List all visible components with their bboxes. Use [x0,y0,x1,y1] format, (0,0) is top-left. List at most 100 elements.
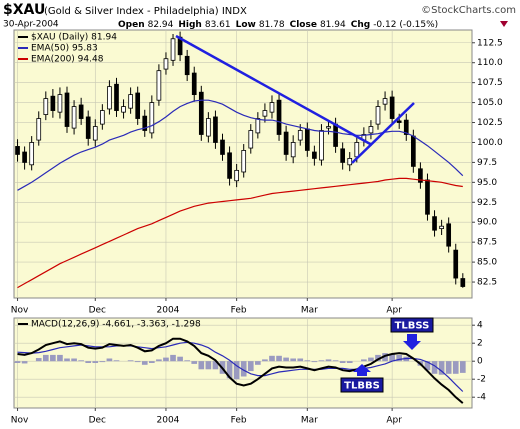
x-tick-label: Apr [386,416,402,426]
candle-body [248,130,254,149]
candle-body [191,72,197,96]
candle-body [347,158,353,166]
histogram-bar [57,354,63,362]
candle-body [50,95,56,111]
histogram-bar [311,361,318,363]
histogram-bar [226,361,233,379]
candle-body [446,223,452,247]
histogram-bar [318,360,325,362]
quote-label: Chg [351,20,370,30]
histogram-bar [269,355,275,362]
histogram-bar [431,361,438,374]
quote-label: Open [118,20,145,30]
candle-body [184,55,190,76]
candle-body [326,126,331,129]
legend-label: EMA(200) 94.48 [31,55,104,65]
annotation-arrow [403,334,421,350]
symbol: $XAU [3,2,45,18]
x-tick-label: Dec [89,416,106,426]
trendline [175,34,373,147]
histogram-bar [64,358,70,362]
candle-body [354,142,360,158]
histogram-bar [424,361,431,371]
histogram-bar [14,361,21,363]
price-panel: 82.5 85.0 87.5 90.0 92.5 95.0 97.5 100.0 102.5 10… [11,29,503,316]
histogram-bar [290,358,297,362]
candle-body [227,152,232,179]
candle-body [262,110,268,117]
histogram-bar [240,361,247,377]
histogram-bar [177,356,183,362]
histogram-bar [368,357,374,362]
candle-body [340,148,346,163]
candle-body [283,131,289,155]
y-tick-label: 90.0 [477,218,497,228]
annotation-label: TLBBS [344,381,380,392]
histogram-bar [375,354,381,362]
candle-body [333,123,338,147]
histogram-bar [198,361,205,370]
chart-title: MACD(12,26,9) -4.661, -3.363, -1.298 [31,320,201,330]
candle-body [149,102,155,134]
x-tick-label: Feb [231,416,247,426]
candle-body [439,225,444,230]
candle-body [128,94,133,109]
histogram-bar [156,359,162,362]
histogram-bar [127,360,134,362]
histogram-bar [382,353,388,362]
candle-body [290,142,296,158]
histogram-bar [262,359,268,362]
candle-body [142,115,148,131]
histogram-bar [304,360,311,362]
x-tick-label: Apr [386,306,402,316]
y-tick-label: 0 [477,357,483,367]
y-tick-label: 2 [477,339,483,349]
histogram-bar [332,360,339,362]
histogram-bar [35,358,42,362]
histogram-bar [170,354,176,362]
x-tick-label: Nov [11,416,29,426]
histogram-bar [233,361,240,380]
histogram-bar [134,361,141,363]
description: (Gold & Silver Index - Philadelphia) IND… [44,6,247,17]
y-tick-label: 107.5 [477,78,503,88]
source: ©StockCharts.com [421,5,516,16]
quote-label: Close [290,20,317,30]
candle-body [368,126,374,134]
histogram-bar [452,361,459,374]
histogram-bar [148,361,155,363]
candle-body [389,96,395,119]
histogram-bar [361,359,367,362]
candle-body [163,58,169,70]
histogram-bar [255,361,261,365]
histogram-bar [389,354,395,362]
candle-body [107,86,112,110]
candle-body [304,128,310,151]
candle-body [57,94,63,113]
histogram-bar [42,354,49,362]
x-tick-label: Feb [231,306,247,316]
candle-body [418,168,423,183]
candle-body [92,126,98,141]
histogram-bar [396,354,403,362]
histogram-bar [346,361,353,363]
histogram-bar [247,361,254,372]
quote-value: 82.94 [148,20,174,30]
quote-label: High [178,20,201,30]
histogram-bar [283,357,289,362]
trendlines [175,34,415,164]
candle-body [100,110,105,125]
x-tick-label: 2004 [157,306,180,316]
histogram-bar [438,361,445,375]
histogram-bar [50,354,56,362]
histogram-bar [276,355,282,362]
candle-body [36,118,42,141]
quote-label: Low [236,20,256,30]
candle-body [43,98,49,115]
y-tick-label: 110.0 [477,58,503,68]
annotation-arrow [353,364,371,376]
histogram-bar [212,361,219,370]
y-tick-label: -4 [477,393,486,403]
quote-value: 81.78 [259,20,285,30]
